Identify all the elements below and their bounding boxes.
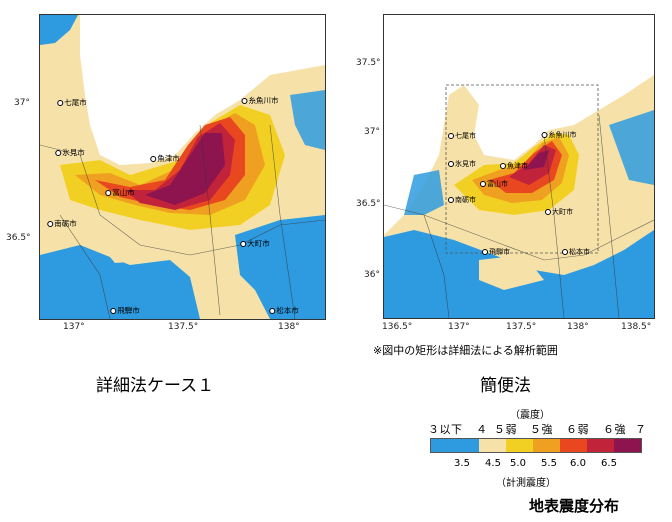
city-label-nanao: 七尾市 — [448, 131, 476, 141]
legend-value-5-5: 5.5 — [541, 458, 557, 469]
legend-value-6-5: 6.5 — [601, 458, 617, 469]
legend-class-4: ４ — [476, 423, 488, 436]
left-xtick-138: 138° — [278, 322, 300, 332]
legend-swatch-6l — [560, 439, 588, 452]
city-label-uozu: 魚津市 — [150, 153, 180, 164]
legend-swatch-4 — [479, 439, 507, 452]
legend-class-3: ３以下 — [428, 423, 463, 436]
legend-title-measured-intensity: （計測震度） — [496, 478, 556, 489]
city-label-hida: 飛騨市 — [482, 247, 510, 257]
city-label-omachi: 大町市 — [240, 238, 270, 249]
left-xtick-137-5: 137.5° — [168, 322, 199, 332]
city-label-toyama: 富山市 — [105, 187, 135, 198]
detailed-method-map-graphic — [40, 15, 325, 319]
right-xtick-138: 138° — [567, 322, 589, 332]
right-xtick-136-5: 136.5° — [382, 322, 413, 332]
legend-class-7: ７ — [635, 423, 647, 436]
legend-swatch-7 — [614, 439, 641, 452]
right-xtick-137-5: 137.5° — [506, 322, 537, 332]
city-label-itoigawa: 糸魚川市 — [541, 130, 577, 140]
left-ytick-37: 37° — [14, 98, 30, 108]
city-label-nanao: 七尾市 — [57, 97, 87, 108]
city-label-nanto: 南砺市 — [47, 218, 77, 229]
city-label-himi: 氷見市 — [55, 147, 85, 158]
city-label-itoigawa: 糸魚川市 — [241, 95, 279, 106]
right-xtick-138-5: 138.5° — [621, 322, 652, 332]
city-label-matsumoto: 松本市 — [269, 305, 299, 316]
caption-simple-method: 簡便法 — [480, 376, 531, 396]
city-label-toyama: 富山市 — [480, 179, 508, 189]
city-label-himi: 氷見市 — [448, 159, 476, 169]
detailed-method-map: 七尾市 糸魚川市 氷見市 魚津市 富山市 南砺市 大町市 飛騨市 松本市 — [39, 14, 326, 320]
right-ytick-37: 37° — [364, 127, 380, 137]
analysis-range-note: ※図中の矩形は詳細法による解析範囲 — [373, 344, 558, 357]
legend-class-6u: ６強 — [603, 423, 626, 436]
right-ytick-37-5: 37.5° — [356, 58, 381, 68]
city-label-matsumoto: 松本市 — [562, 247, 590, 257]
city-label-hida: 飛騨市 — [110, 305, 140, 316]
city-label-omachi: 大町市 — [545, 207, 573, 217]
right-ytick-36: 36° — [364, 270, 380, 280]
legend-value-3-5: 3.5 — [454, 458, 470, 469]
city-label-uozu: 魚津市 — [500, 161, 528, 171]
left-xtick-137: 137° — [63, 322, 85, 332]
legend-swatch-6u — [587, 439, 615, 452]
right-ytick-36-5: 36.5° — [356, 199, 381, 209]
legend-swatch-5u — [533, 439, 561, 452]
right-xtick-137: 137° — [448, 322, 470, 332]
legend-swatch-5l — [506, 439, 534, 452]
caption-detailed-method: 詳細法ケース１ — [96, 376, 215, 396]
legend-class-5u: ５強 — [530, 423, 553, 436]
left-ytick-36-5: 36.5° — [6, 233, 31, 243]
legend-value-5-0: 5.0 — [510, 458, 526, 469]
city-label-nanto: 南砺市 — [448, 195, 476, 205]
intensity-color-bar — [430, 438, 642, 453]
legend-class-6l: ６弱 — [566, 423, 589, 436]
legend-class-5l: ５弱 — [494, 423, 517, 436]
legend-value-4-5: 4.5 — [485, 458, 501, 469]
legend-swatch-3 — [431, 439, 480, 452]
legend-title-intensity: （震度） — [510, 410, 550, 421]
page-title: 地表震度分布 — [529, 497, 620, 515]
legend-value-6-0: 6.0 — [570, 458, 586, 469]
simple-method-map: 七尾市 糸魚川市 氷見市 魚津市 富山市 南砺市 大町市 飛騨市 松本市 — [383, 14, 655, 319]
